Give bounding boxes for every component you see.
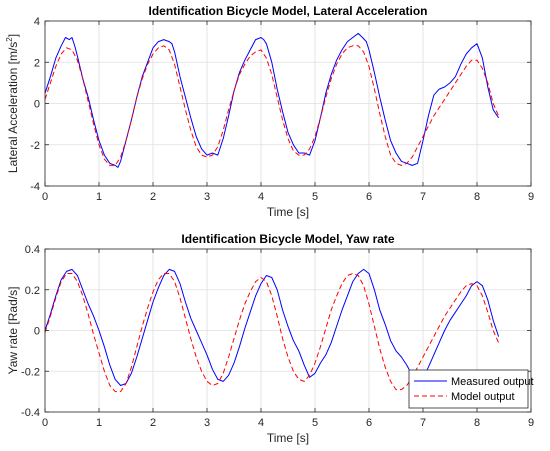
chart-panel-1: 0 1 2 3 4 5 6 7 8 9 -4 -2 0 2 4 Identification Bicycle … — [5, 4, 534, 219]
y-axis-label: Lateral Acceleration [m/s2] — [5, 34, 20, 173]
x-tick-label: 4 — [258, 417, 264, 429]
series-line-model-output — [44, 45, 500, 166]
x-tick-label: 9 — [528, 191, 534, 203]
legend: Measured output Model output — [408, 369, 534, 409]
x-tick-label: 9 — [528, 417, 534, 429]
x-axis-label: Time [s] — [267, 205, 309, 219]
y-tick-label: 0.4 — [25, 244, 40, 256]
legend-label: Model output — [451, 391, 515, 403]
x-tick-label: 8 — [474, 191, 480, 203]
y-tick-label: 0.2 — [25, 285, 40, 297]
y-tick-label: -0.2 — [21, 366, 40, 378]
x-tick-label: 5 — [312, 417, 318, 429]
x-tick-label: 0 — [42, 191, 48, 203]
chart-title: Identification Bicycle Model, Lateral Ac… — [149, 4, 428, 18]
x-tick-label: 6 — [366, 191, 372, 203]
chart-title: Identification Bicycle Model, Yaw rate — [181, 232, 395, 246]
y-tick-label: 0 — [34, 326, 40, 338]
y-axis-label: Yaw rate [Rad/s] — [6, 287, 20, 375]
x-tick-label: 4 — [258, 191, 264, 203]
x-tick-label: 1 — [96, 417, 102, 429]
x-tick-label: 8 — [474, 417, 480, 429]
legend-box — [408, 369, 529, 409]
y-tick-label: 2 — [34, 57, 40, 69]
x-tick-label: 7 — [420, 191, 426, 203]
y-tick-label: -2 — [30, 140, 40, 152]
x-tick-label: 3 — [204, 417, 210, 429]
x-tick-label: 6 — [366, 417, 372, 429]
y-tick-label: -0.4 — [21, 407, 40, 419]
x-tick-label: 2 — [150, 191, 156, 203]
y-tick-label: -4 — [30, 181, 40, 193]
chart-panel-2: 0 1 2 3 4 5 6 7 8 9 -0.4 -0.2 0 0.2 0.4 Identification … — [6, 232, 534, 445]
y-tick-label: 4 — [34, 16, 40, 28]
x-tick-label: 5 — [312, 191, 318, 203]
x-tick-label: 2 — [150, 417, 156, 429]
y-tick-label: 0 — [34, 99, 40, 111]
x-tick-label: 1 — [96, 191, 102, 203]
legend-label: Measured output — [451, 376, 534, 388]
x-tick-label: 7 — [420, 417, 426, 429]
series-line-measured-output — [44, 32, 500, 168]
series-line-model-output — [44, 273, 500, 393]
x-tick-label: 3 — [204, 191, 210, 203]
x-axis-label: Time [s] — [267, 431, 309, 445]
x-tick-label: 0 — [42, 417, 48, 429]
